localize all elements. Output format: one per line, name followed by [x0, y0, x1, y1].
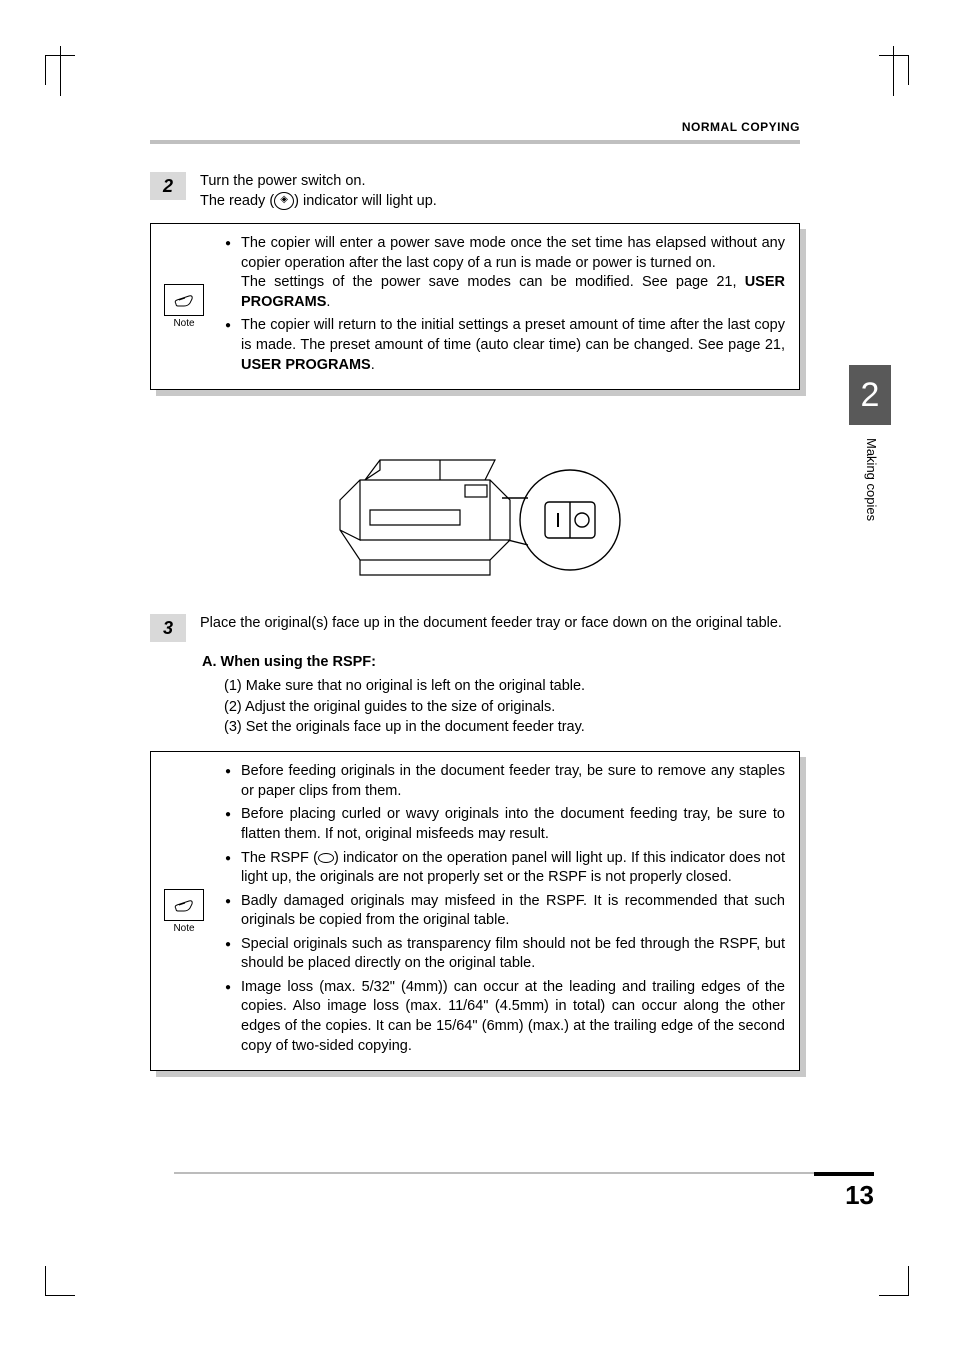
note-label: Note: [173, 318, 194, 329]
step-body: Turn the power switch on. The ready (◈) …: [200, 172, 800, 211]
note-content: The copier will enter a power save mode …: [223, 234, 785, 379]
note2-bullet-1: Before feeding originals in the document…: [239, 762, 785, 801]
chapter-number: 2: [861, 376, 880, 415]
note-icon: [164, 284, 204, 316]
step-number: 2: [150, 172, 186, 200]
chapter-label: Making copies: [864, 438, 879, 521]
page-content: NORMAL COPYING 2 Turn the power switch o…: [150, 120, 800, 1091]
copier-illustration: [310, 410, 640, 590]
crop-mark-tr: [879, 55, 909, 85]
step-3: 3 Place the original(s) face up in the d…: [150, 614, 800, 642]
note-block-2: Note Before feeding originals in the doc…: [150, 751, 800, 1071]
note-icon-column: Note: [161, 234, 207, 379]
note-icon: [164, 889, 204, 921]
note-inner: Note The copier will enter a power save …: [150, 223, 800, 390]
hand-icon: [171, 291, 197, 309]
section-a: A. When using the RSPF: (1) Make sure th…: [202, 652, 800, 737]
crop-mark-tl: [45, 55, 75, 85]
note2-bullet-5: Special originals such as transparency f…: [239, 935, 785, 974]
note-label: Note: [173, 923, 194, 934]
note1-bullet-2: The copier will return to the initial se…: [239, 316, 785, 375]
crop-mark-br: [879, 1266, 909, 1296]
page-header: NORMAL COPYING: [150, 120, 800, 144]
crop-mark-bl: [45, 1266, 75, 1296]
step2-line1: Turn the power switch on.: [200, 172, 800, 192]
rspf-indicator-icon: [318, 853, 334, 863]
note-content: Before feeding originals in the document…: [223, 762, 785, 1060]
step-2: 2 Turn the power switch on. The ready (◈…: [150, 172, 800, 211]
page-number: 13: [814, 1172, 874, 1211]
section-a-title: A. When using the RSPF:: [202, 652, 800, 672]
note-inner: Note Before feeding originals in the doc…: [150, 751, 800, 1071]
note2-bullet-6: Image loss (max. 5/32" (4mm)) can occur …: [239, 978, 785, 1056]
section-a-item-3: (3) Set the originals face up in the doc…: [224, 717, 800, 737]
section-a-item-1: (1) Make sure that no original is left o…: [224, 676, 800, 696]
step-body: Place the original(s) face up in the doc…: [200, 614, 800, 642]
hand-icon: [171, 896, 197, 914]
note-icon-column: Note: [161, 762, 207, 1060]
note2-bullet-3: The RSPF () indicator on the operation p…: [239, 849, 785, 888]
note2-bullet-4: Badly damaged originals may misfeed in t…: [239, 892, 785, 931]
note2-bullet-2: Before placing curled or wavy originals …: [239, 805, 785, 844]
section-a-list: (1) Make sure that no original is left o…: [202, 676, 800, 737]
step-number: 3: [150, 614, 186, 642]
step2-line2: The ready (◈) indicator will light up.: [200, 192, 800, 212]
chapter-tab: 2: [849, 365, 891, 425]
copier-figure: [310, 410, 640, 590]
section-a-item-2: (2) Adjust the original guides to the si…: [224, 697, 800, 717]
note-block-1: Note The copier will enter a power save …: [150, 223, 800, 390]
ready-indicator-icon: ◈: [274, 192, 294, 210]
note1-bullet-1: The copier will enter a power save mode …: [239, 234, 785, 312]
